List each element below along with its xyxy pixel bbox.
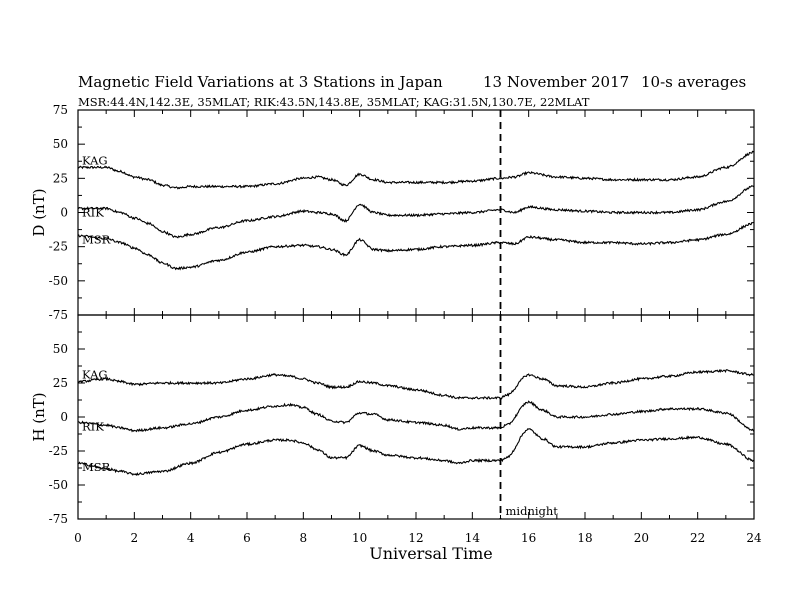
y-tick-label: -75 — [49, 512, 68, 526]
midnight-marker: midnight — [499, 110, 559, 519]
series-label-rik: RIK — [82, 205, 104, 219]
y-axis-title: H (nT) — [30, 392, 48, 441]
y-tick-label: 50 — [53, 342, 68, 356]
series-label-msr: MSR — [82, 460, 111, 474]
x-tick-label: 2 — [131, 531, 139, 545]
y-tick-label: -50 — [49, 274, 68, 288]
x-tick-label: 10 — [352, 531, 367, 545]
y-tick-label: 0 — [60, 410, 68, 424]
series-line-kag — [77, 368, 755, 400]
x-axis-title: Universal Time — [369, 544, 492, 563]
y-tick-label: -50 — [49, 478, 68, 492]
midnight-label: midnight — [506, 504, 559, 518]
series-line-kag — [77, 150, 755, 190]
series-label-rik: RIK — [82, 419, 104, 433]
x-tick-label: 24 — [746, 531, 762, 545]
x-axis: 0 2 4 6 8 10 12 14 16 18 20 22 24 — [74, 110, 762, 545]
chart-title: Magnetic Field Variations at 3 Stations … — [78, 73, 443, 91]
chart-averaging: 10-s averages — [641, 73, 746, 91]
x-tick-label: 8 — [300, 531, 308, 545]
series-label-msr: MSR — [82, 233, 111, 247]
h-panel: 50 25 0 -25 -50 -75 H (nT) KAG RIK MSR — [30, 314, 755, 526]
x-tick-label: 14 — [465, 531, 481, 545]
series-line-rik — [77, 400, 755, 433]
chart-subtitle: MSR:44.4N,142.3E, 35MLAT; RIK:43.5N,143.… — [78, 95, 590, 109]
y-tick-label: 25 — [53, 376, 68, 390]
x-tick-label: 4 — [187, 531, 195, 545]
panel-frame — [77, 314, 755, 520]
y-tick-label: 50 — [53, 137, 68, 151]
series-label-kag: KAG — [82, 153, 108, 167]
chart-date: 13 November 2017 — [483, 73, 629, 91]
x-tick-label: 18 — [577, 531, 592, 545]
y-tick-label: -75 — [49, 308, 68, 322]
x-tick-label: 0 — [74, 531, 82, 545]
series-line-msr — [77, 428, 755, 476]
x-tick-label: 16 — [521, 531, 536, 545]
d-panel: 75 50 25 0 -25 -50 -75 D (nT) KAG RIK MSR — [30, 103, 755, 322]
y-tick-label: -25 — [49, 444, 68, 458]
x-tick-label: 22 — [690, 531, 705, 545]
series-line-msr — [77, 221, 755, 271]
x-tick-label: 6 — [243, 531, 251, 545]
x-tick-label: 12 — [408, 531, 423, 545]
y-tick-label: -25 — [49, 240, 68, 254]
x-tick-label: 20 — [634, 531, 649, 545]
series-line-rik — [77, 185, 755, 239]
series-label-kag: KAG — [82, 368, 108, 382]
y-tick-label: 0 — [60, 206, 68, 220]
y-tick-label: 25 — [53, 171, 68, 185]
y-axis-title: D (nT) — [30, 188, 48, 236]
y-tick-label: 75 — [53, 103, 68, 117]
